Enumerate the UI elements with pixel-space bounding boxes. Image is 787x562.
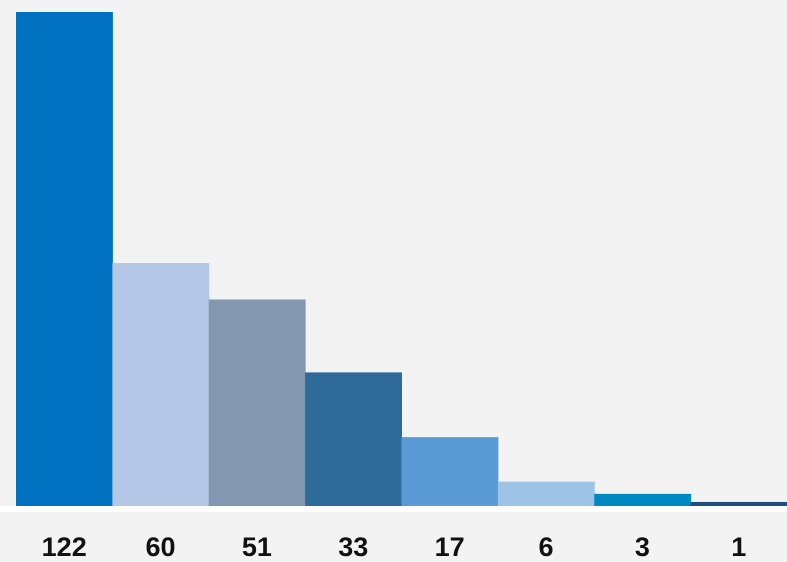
value-label-7: 1 [731, 532, 746, 562]
bar-3 [305, 372, 403, 506]
value-label-6: 3 [635, 532, 650, 562]
bar-6 [594, 493, 692, 506]
value-label-5: 6 [539, 532, 554, 562]
bars-group [16, 12, 787, 506]
bar-1 [112, 263, 210, 506]
bar-7 [690, 501, 787, 506]
value-label-1: 60 [146, 532, 176, 562]
label-strip [0, 506, 787, 512]
bar-2 [208, 299, 306, 506]
bar-0 [16, 12, 113, 506]
value-label-3: 33 [338, 532, 368, 562]
bar-4 [401, 437, 499, 506]
value-labels-group: 122 60 51 33 17 6 3 1 [42, 532, 747, 562]
value-label-0: 122 [42, 532, 87, 562]
value-label-4: 17 [435, 532, 465, 562]
bar-5 [497, 481, 595, 506]
value-label-2: 51 [242, 532, 272, 562]
